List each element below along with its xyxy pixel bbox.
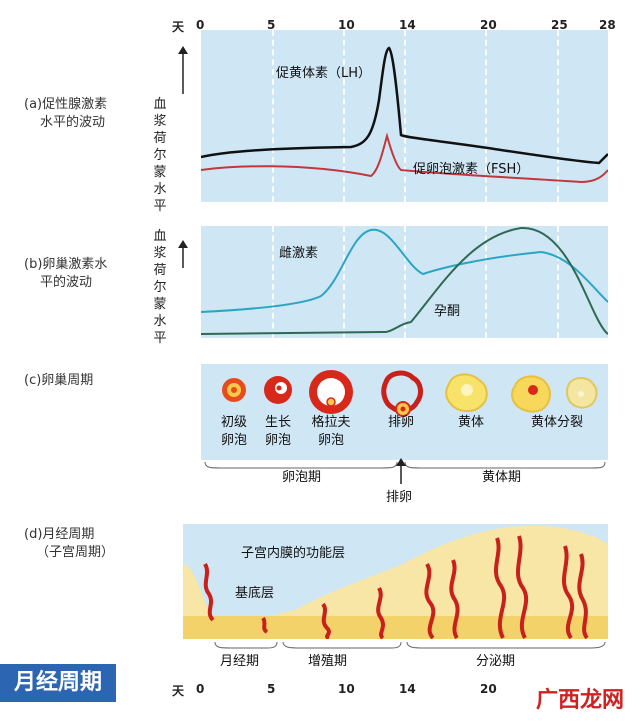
- ovarian-stage-label: 初级 卵泡: [194, 414, 274, 450]
- ovarian-stage-line1: 格拉夫: [311, 415, 351, 430]
- uterine-phase-brackets: [214, 641, 606, 649]
- progesterone-curve: [201, 226, 608, 335]
- corpus-luteum-degeneration-icon: [510, 375, 598, 413]
- day-unit-bottom: 天: [172, 684, 185, 698]
- ovulation-label: 排卵: [386, 490, 413, 505]
- estrogen-label: 雌激素: [279, 246, 319, 261]
- ovarian-stage-label: 排卵: [361, 414, 441, 432]
- section-a-up-arrow-icon: [178, 46, 188, 94]
- section-b-label-line1: (b)卵巢激素水: [24, 257, 108, 272]
- follicular-phase-label: 卵泡期: [282, 470, 322, 485]
- phase-brackets: [204, 461, 606, 469]
- ovarian-stage-line2: 卵泡: [220, 433, 247, 448]
- ovulation-icon: [381, 370, 423, 417]
- bottom-day-tick: 0: [196, 682, 205, 696]
- ovarian-stage-line1: 黄体: [457, 415, 484, 430]
- section-b-ylabel: 血浆荷尔蒙水平: [153, 229, 167, 346]
- section-a-label: (a)促性腺激素 水平的波动: [24, 96, 107, 132]
- section-d-label-line1: (d)月经周期: [24, 527, 95, 542]
- bottom-day-tick: 14: [399, 682, 416, 696]
- top-day-tick: 5: [267, 18, 276, 32]
- menstrual-phase-label: 月经期: [220, 654, 260, 669]
- bottom-day-tick: 20: [480, 682, 497, 696]
- secretory-phase-label: 分泌期: [476, 654, 516, 669]
- functional-layer-label: 子宫内膜的功能层: [241, 546, 346, 561]
- bottom-day-tick: 10: [338, 682, 355, 696]
- section-d-label: (d)月经周期 （子宫周期）: [24, 526, 114, 562]
- section-a-ylabel: 血浆荷尔蒙水平: [153, 97, 167, 214]
- ovarian-stage-line1: 黄体分裂: [530, 415, 583, 430]
- section-b-label-line2: 平的波动: [40, 275, 93, 290]
- ovulation-arrow-icon: [396, 458, 406, 484]
- section-b-panel: 雌激素 孕酮: [201, 226, 608, 338]
- ovarian-stage-label: 生长 卵泡: [238, 414, 318, 450]
- section-c-panel: 初级 卵泡 生长 卵泡 格拉夫 卵泡 排卵 黄体 黄体分裂: [201, 364, 608, 460]
- corpus-luteum-icon: [445, 373, 488, 412]
- section-a-label-line2: 水平的波动: [40, 115, 106, 130]
- ovarian-stage-line2: 卵泡: [317, 433, 344, 448]
- proliferative-phase-label: 增殖期: [308, 654, 348, 669]
- ovarian-stage-label: 黄体: [431, 414, 511, 432]
- top-day-tick: 20: [480, 18, 497, 32]
- section-d-panel: 子宫内膜的功能层 基底层: [183, 524, 608, 639]
- growing-follicle-icon: [264, 376, 292, 404]
- spiral-arteries: [203, 535, 589, 639]
- ovarian-stage-label: 格拉夫 卵泡: [291, 414, 371, 450]
- top-day-tick: 0: [196, 18, 205, 32]
- section-a-panel: 促黄体素（LH） 促卵泡激素（FSH）: [201, 30, 608, 202]
- fsh-label: 促卵泡激素（FSH）: [413, 162, 530, 177]
- title-badge: 月经周期: [0, 664, 117, 702]
- ovarian-stage-label: 黄体分裂: [517, 414, 597, 432]
- section-d-label-line2: （子宫周期）: [36, 545, 115, 560]
- day-unit-top: 天: [172, 20, 185, 34]
- watermark-logo: 广西龙网: [536, 688, 625, 713]
- basal-layer-label: 基底层: [235, 586, 275, 601]
- top-day-tick: 28: [599, 18, 616, 32]
- bottom-day-tick: 5: [267, 682, 276, 696]
- section-b-up-arrow-icon: [178, 240, 188, 268]
- graafian-follicle-icon: [309, 370, 353, 414]
- estrogen-curve: [201, 228, 608, 313]
- luteal-phase-label: 黄体期: [482, 470, 522, 485]
- ovarian-stage-line1: 初级: [220, 415, 247, 430]
- top-day-tick: 14: [399, 18, 416, 32]
- ovarian-stage-line1: 生长: [264, 415, 291, 430]
- top-day-tick: 25: [551, 18, 568, 32]
- section-a-label-line1: (a)促性腺激素: [24, 97, 108, 112]
- section-c-label: (c)卵巢周期: [24, 373, 94, 388]
- fsh-curve: [201, 132, 608, 184]
- top-day-tick: 10: [338, 18, 355, 32]
- primary-follicle-icon: [222, 378, 246, 402]
- ovarian-stage-line1: 排卵: [387, 415, 414, 430]
- lh-curve: [201, 46, 608, 165]
- lh-label: 促黄体素（LH）: [276, 66, 372, 81]
- section-b-label: (b)卵巢激素水 平的波动: [24, 256, 107, 292]
- ovarian-stage-line2: 卵泡: [264, 433, 291, 448]
- progesterone-label: 孕酮: [434, 304, 461, 319]
